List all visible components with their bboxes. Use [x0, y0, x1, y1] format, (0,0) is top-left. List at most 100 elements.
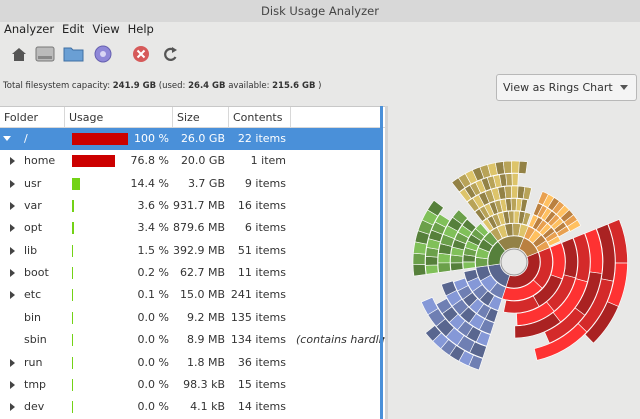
table-row[interactable]: home76.8 %20.0 GB1 item	[0, 150, 382, 172]
ring-segment[interactable]	[413, 264, 426, 276]
usage-bar	[72, 222, 74, 234]
ring-segment[interactable]	[413, 253, 425, 264]
usage-bar-track	[72, 401, 128, 413]
home-button[interactable]	[12, 48, 26, 61]
contents: 36 items	[230, 352, 286, 374]
column-header[interactable]: Contents	[229, 107, 291, 128]
ring-segment[interactable]	[426, 256, 438, 265]
table-row[interactable]: lib1.5 %392.9 MB51 items	[0, 240, 382, 262]
used-label: (used:	[159, 81, 186, 91]
contents: 1 item	[230, 150, 286, 172]
table-row[interactable]: bin0.0 %9.2 MB135 items	[0, 307, 382, 329]
column-header[interactable]: Usage	[65, 107, 173, 128]
scan-folder-button[interactable]	[64, 48, 83, 61]
contents: 6 items	[230, 217, 286, 239]
menu-item[interactable]: Help	[128, 22, 154, 36]
size: 4.1 kB	[170, 396, 225, 418]
table-row[interactable]: tmp0.0 %98.3 kB15 items	[0, 374, 382, 396]
expander[interactable]	[10, 291, 15, 299]
ring-segment[interactable]	[523, 187, 531, 200]
table-row[interactable]: /100 %26.0 GB22 items	[0, 128, 382, 150]
folder-name: sbin	[24, 329, 47, 351]
usage-percent: 76.8 %	[128, 150, 169, 172]
ring-segment[interactable]	[426, 265, 439, 274]
contents: 241 items	[230, 284, 286, 306]
contents: 16 items	[230, 195, 286, 217]
scrollbar[interactable]	[380, 106, 383, 419]
table-row[interactable]: dev0.0 %4.1 kB14 items	[0, 396, 382, 418]
capacity-value: 241.9 GB	[113, 81, 156, 91]
ring-segment[interactable]	[519, 161, 528, 174]
column-header[interactable]: Size	[173, 107, 229, 128]
stop-button[interactable]	[133, 46, 149, 62]
ring-segment[interactable]	[451, 263, 463, 271]
usage-percent: 0.0 %	[128, 396, 169, 418]
expander[interactable]	[10, 157, 15, 165]
usage-bar	[72, 312, 73, 324]
expander[interactable]	[10, 381, 15, 389]
ring-segment[interactable]	[521, 199, 528, 212]
menu-item[interactable]: Edit	[62, 22, 84, 36]
usage-bar-track	[72, 312, 128, 324]
ring-segment[interactable]	[504, 186, 511, 198]
size: 3.7 GB	[170, 173, 225, 195]
ring-segment[interactable]	[508, 211, 514, 223]
usage-bar	[72, 267, 73, 279]
expander[interactable]	[10, 224, 15, 232]
usage-bar-track	[72, 357, 128, 369]
capacity-label: Total filesystem capacity:	[3, 81, 110, 91]
expander[interactable]	[10, 403, 15, 411]
column-header[interactable]: Folder	[0, 107, 65, 128]
usage-bar-track	[72, 245, 128, 257]
size: 26.0 GB	[170, 128, 225, 150]
used-value: 26.4 GB	[188, 81, 225, 91]
table-row[interactable]: run0.0 %1.8 MB36 items	[0, 352, 382, 374]
ring-segment[interactable]	[512, 174, 518, 186]
table-row[interactable]: var3.6 %931.7 MB16 items	[0, 195, 382, 217]
scan-disk-button[interactable]	[36, 47, 54, 61]
ring-segment[interactable]	[511, 186, 518, 198]
expander[interactable]	[10, 359, 15, 367]
available-value: 215.6 GB	[272, 81, 315, 91]
contents: 22 items	[230, 128, 286, 150]
size: 15.0 MB	[170, 284, 225, 306]
view-selector[interactable]: View as Rings Chart	[496, 74, 637, 101]
usage-percent: 3.4 %	[128, 217, 169, 239]
expander[interactable]	[3, 136, 11, 141]
menu-bar: Analyzer Edit View Help	[0, 22, 640, 38]
expander[interactable]	[10, 247, 15, 255]
usage-bar-track	[72, 200, 128, 212]
usage-bar	[72, 401, 73, 413]
rings-chart[interactable]	[388, 106, 640, 419]
usage-percent: 0.2 %	[128, 262, 169, 284]
usage-bar	[72, 178, 80, 190]
ring-segment[interactable]	[438, 263, 451, 273]
expander[interactable]	[10, 180, 15, 188]
scan-remote-button[interactable]	[95, 46, 111, 62]
usage-bar	[72, 334, 73, 346]
expander[interactable]	[10, 269, 15, 277]
expander[interactable]	[10, 202, 15, 210]
usage-bar-track	[72, 334, 128, 346]
contents: 11 items	[230, 262, 286, 284]
menu-item[interactable]: Analyzer	[4, 22, 54, 36]
table-row[interactable]: opt3.4 %879.6 MB6 items	[0, 217, 382, 239]
ring-center[interactable]	[501, 249, 527, 275]
refresh-button[interactable]	[165, 47, 177, 60]
menu-item[interactable]: View	[92, 22, 119, 36]
note: (contains hardlink	[296, 329, 385, 351]
ring-segment[interactable]	[463, 262, 475, 269]
table-row[interactable]: usr14.4 %3.7 GB9 items	[0, 173, 382, 195]
usage-percent: 100 %	[128, 128, 169, 150]
usage-bar	[72, 379, 73, 391]
table-row[interactable]: etc0.1 %15.0 MB241 items	[0, 284, 382, 306]
table-row[interactable]: sbin0.0 %8.9 MB134 items(contains hardli…	[0, 329, 382, 351]
usage-percent: 14.4 %	[128, 173, 169, 195]
ring-segment[interactable]	[511, 199, 517, 211]
ring-segment[interactable]	[503, 161, 511, 173]
table-row[interactable]: boot0.2 %62.7 MB11 items	[0, 262, 382, 284]
ring-segment[interactable]	[506, 174, 513, 186]
ring-segment[interactable]	[511, 161, 519, 173]
usage-percent: 0.0 %	[128, 374, 169, 396]
